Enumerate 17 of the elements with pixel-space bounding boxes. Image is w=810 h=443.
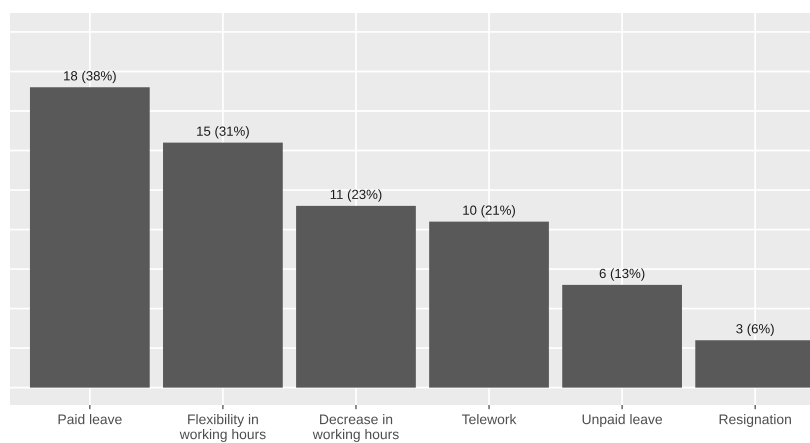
data-label: 6 (13%) xyxy=(600,268,644,281)
x-tick-label: Telework xyxy=(462,414,516,424)
bar xyxy=(562,284,682,388)
x-tick-label: Flexibility in working hours xyxy=(180,414,266,442)
x-tick-label: Paid leave xyxy=(58,414,122,424)
x-tick-label: Decrease in working hours xyxy=(312,414,399,442)
data-label: 15 (31%) xyxy=(197,126,249,138)
data-label: 10 (21%) xyxy=(463,205,515,218)
data-label: 11 (23%) xyxy=(330,189,382,202)
bar xyxy=(429,222,549,388)
x-tick-label: Unpaid leave xyxy=(582,414,662,427)
data-label: 18 (38%) xyxy=(64,70,116,84)
bar xyxy=(163,142,283,388)
bar xyxy=(30,87,150,388)
bar xyxy=(296,206,416,388)
data-label: 3 (6%) xyxy=(736,324,774,336)
x-tick-label: Resignation xyxy=(720,414,791,427)
